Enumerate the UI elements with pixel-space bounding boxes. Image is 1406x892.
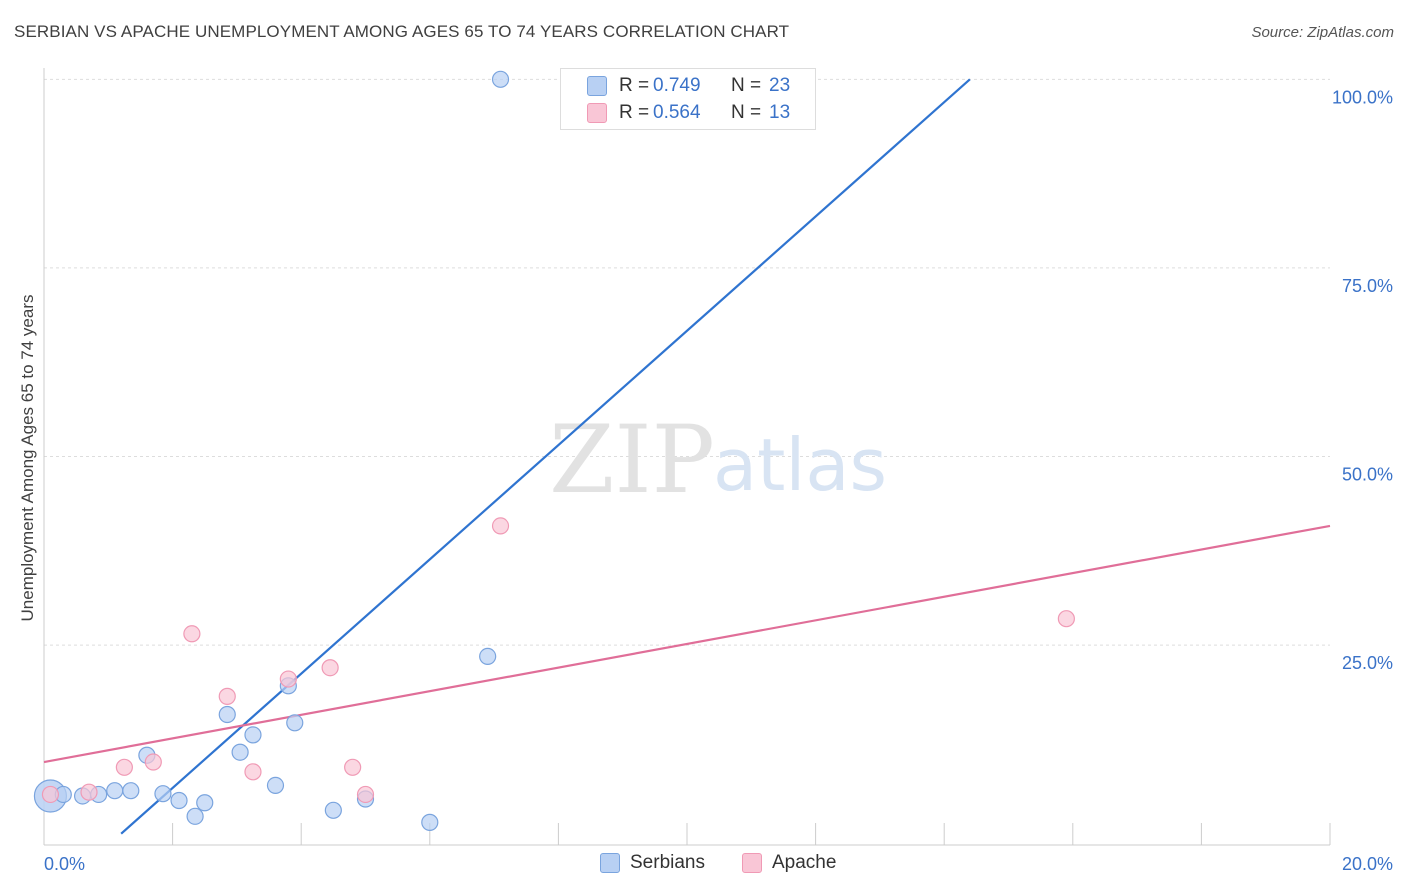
apache-r-value: 0.564 xyxy=(653,102,701,123)
apache-point-4 xyxy=(183,625,201,643)
apache-legend-swatch xyxy=(742,853,762,873)
source-credit: Source: ZipAtlas.com xyxy=(1251,24,1394,41)
chart-title: SERBIAN VS APACHE UNEMPLOYMENT AMONG AGE… xyxy=(14,22,790,41)
apache-point-7 xyxy=(279,670,297,688)
y-axis-label: Unemployment Among Ages 65 to 74 years xyxy=(18,294,37,622)
serbian-n-label: N = xyxy=(731,75,762,96)
y-tick-label-2: 75.0% xyxy=(1342,276,1393,296)
watermark-atlas: atlas xyxy=(713,423,887,507)
trend-lines xyxy=(43,78,1331,835)
serbians-legend-swatch xyxy=(600,853,620,873)
y-tick-label-1: 50.0% xyxy=(1342,465,1393,485)
y-tick-label-0: 25.0% xyxy=(1342,653,1393,673)
apache-r-label: R = xyxy=(619,102,650,123)
serbian-point-9 xyxy=(186,807,204,825)
serbians-legend-label: Serbians xyxy=(630,852,705,873)
serbian-point-8 xyxy=(170,791,188,810)
serbian-point-7 xyxy=(154,785,172,803)
apache-point-12 xyxy=(1057,610,1075,628)
y-tick-label-3: 100.0% xyxy=(1332,87,1393,107)
apache-point-6 xyxy=(244,763,262,781)
serbian-r-label: R = xyxy=(619,75,650,96)
serbian-point-19 xyxy=(421,813,439,831)
tick-labels: 25.0% 50.0% 75.0% 100.0% 0.0% 20.0% xyxy=(44,87,1393,874)
serbian-point-13 xyxy=(244,726,262,744)
x-tick-label-1: 20.0% xyxy=(1342,854,1393,874)
serbian-point-4 xyxy=(106,782,124,800)
series-legend: Serbians Apache xyxy=(0,852,1406,878)
serbian-point-11 xyxy=(218,705,236,724)
serbian-point-16 xyxy=(286,714,304,732)
serbian-point-5 xyxy=(122,782,140,800)
apache-swatch xyxy=(587,103,607,123)
serbian-swatch xyxy=(587,76,607,96)
serbian-trend-line xyxy=(120,78,971,835)
apache-trend-line xyxy=(43,524,1331,764)
apache-point-0 xyxy=(41,785,60,804)
serbian-point-12 xyxy=(231,743,249,761)
legend-item-apache: Apache xyxy=(742,852,836,874)
apache-point-8 xyxy=(321,659,339,677)
apache-point-5 xyxy=(218,687,236,705)
serbian-n-value: 23 xyxy=(769,75,791,96)
serbian-point-14 xyxy=(266,776,285,795)
apache-n-label: N = xyxy=(731,102,762,123)
apache-point-10 xyxy=(356,785,375,804)
serbian-r-value: 0.749 xyxy=(653,75,701,96)
apache-point-11 xyxy=(491,517,510,535)
x-tick-label-0: 0.0% xyxy=(44,854,85,874)
apache-legend-label: Apache xyxy=(772,852,837,873)
serbian-point-21 xyxy=(491,70,510,88)
watermark-zip: ZIP xyxy=(549,406,715,515)
apache-n-value: 13 xyxy=(769,102,791,123)
apache-point-3 xyxy=(144,753,162,771)
serbian-point-10 xyxy=(196,794,214,812)
apache-point-2 xyxy=(115,758,133,776)
watermark: ZIP atlas xyxy=(549,406,887,515)
serbian-point-20 xyxy=(479,647,497,666)
serbian-point-17 xyxy=(324,801,342,819)
apache-point-9 xyxy=(344,758,362,776)
correlation-legend: R = 0.749 N = 23 R = 0.564 N = 13 xyxy=(560,68,816,130)
legend-item-serbians: Serbians xyxy=(600,852,705,874)
data-points xyxy=(33,70,1075,831)
apache-point-1 xyxy=(80,783,98,801)
